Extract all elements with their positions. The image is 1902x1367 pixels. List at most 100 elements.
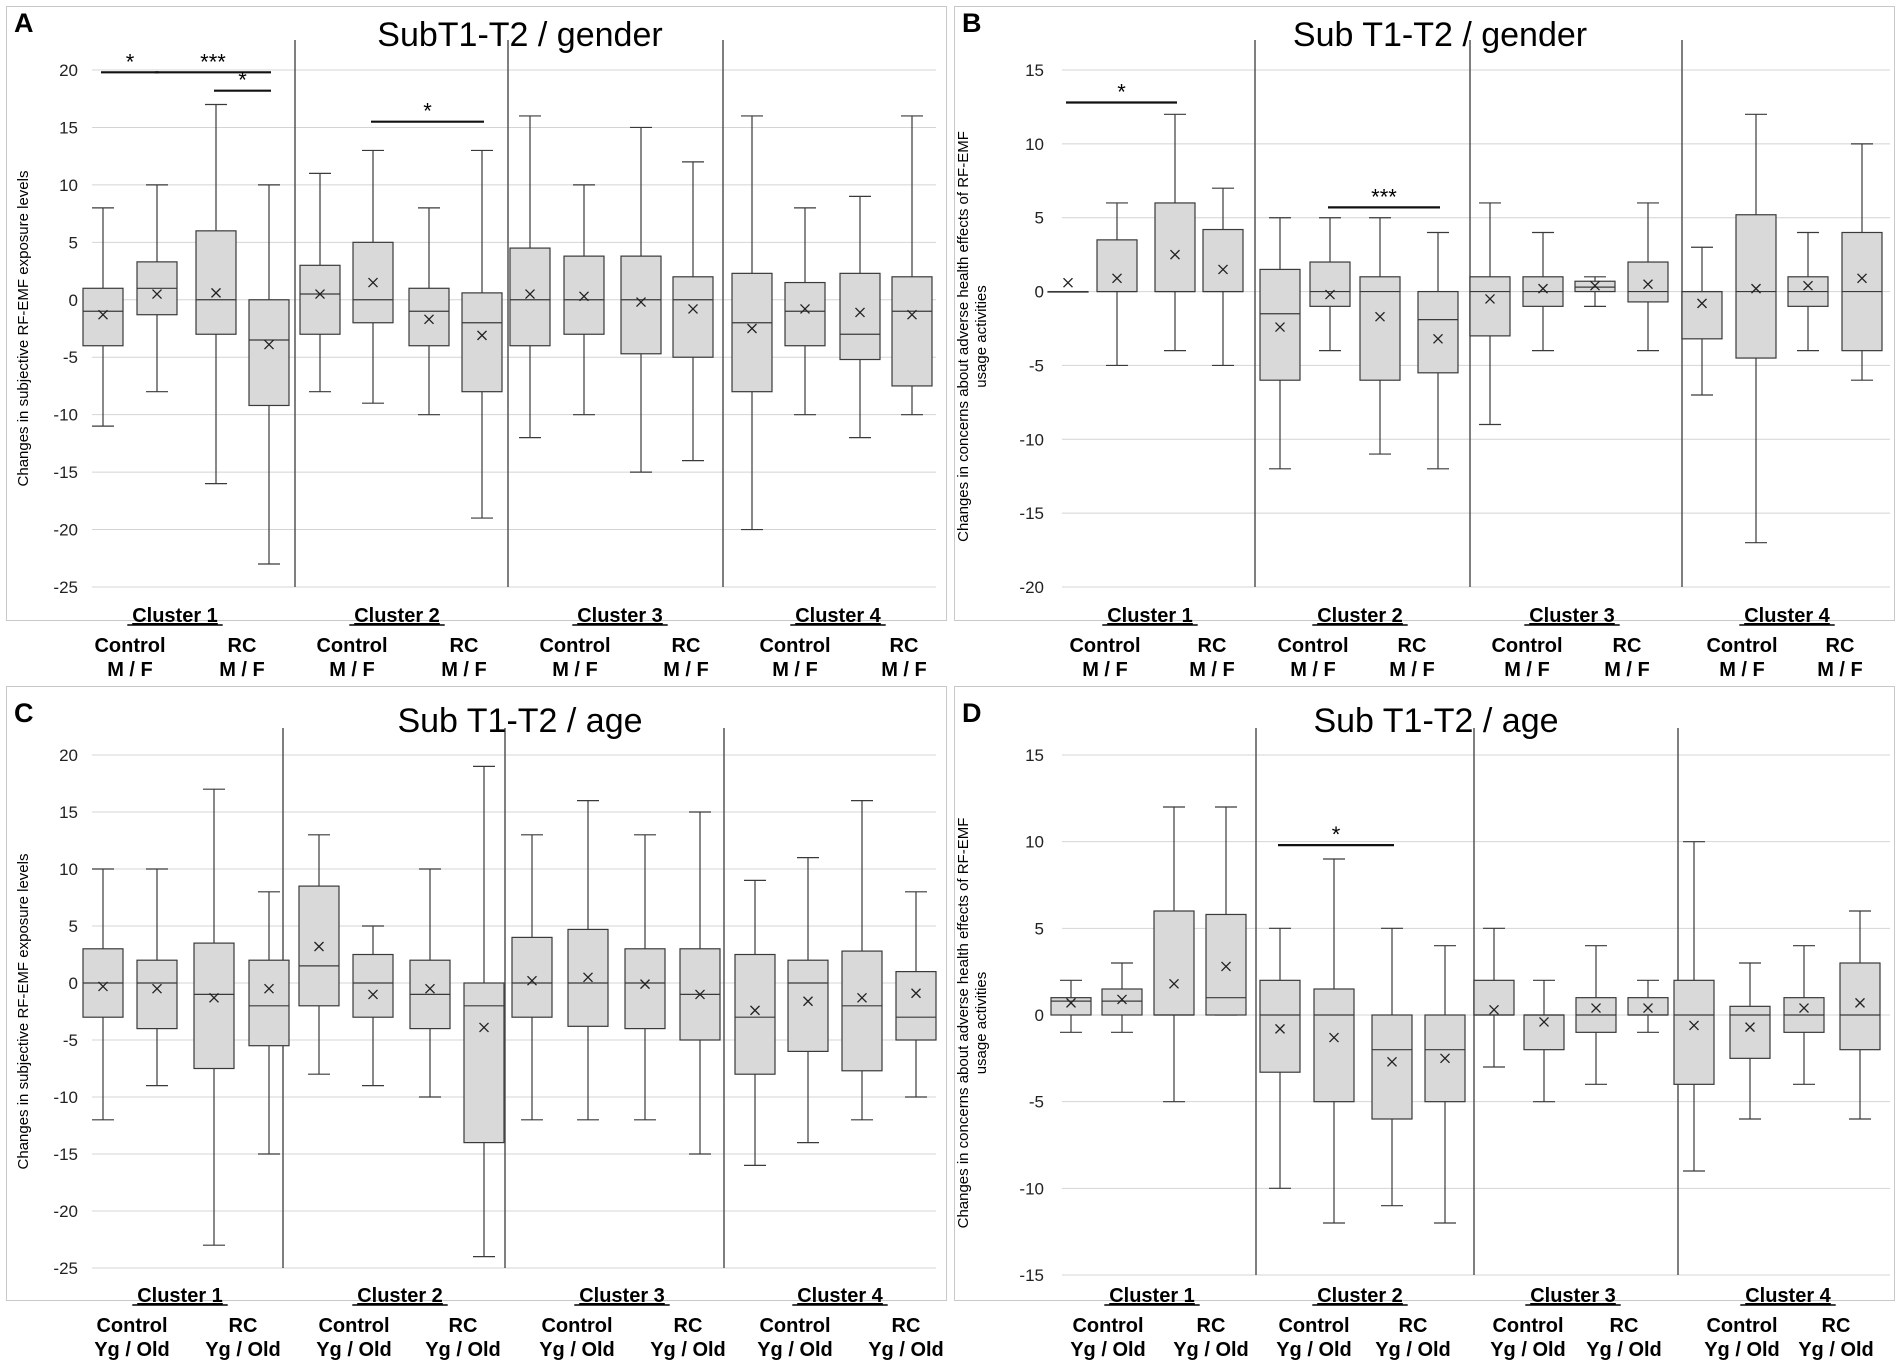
group-label-rc: RC <box>1197 1315 1226 1337</box>
group-label-rc: RC <box>1610 1315 1639 1337</box>
group-label-control: Control <box>1277 635 1348 657</box>
mean-marker <box>1433 333 1443 344</box>
y-axis-label-line-1: Changes in concerns about adverse health… <box>955 131 972 542</box>
box-iqr <box>463 982 505 1144</box>
mean-marker <box>1485 293 1495 304</box>
box-4 <box>1202 187 1244 367</box>
box-12 <box>1627 979 1669 1033</box>
mean-marker <box>1539 1016 1549 1027</box>
box-iqr <box>624 948 666 1030</box>
cluster-label: Cluster 4 <box>1745 1285 1831 1307</box>
panel-frame <box>6 686 947 1301</box>
subgroup-label-control: Yg / Old <box>316 1339 392 1361</box>
box-iqr <box>82 287 124 347</box>
box-iqr <box>1627 261 1669 303</box>
y-tick-label: 10 <box>59 860 78 879</box>
mean-marker <box>1275 322 1285 332</box>
subgroup-label-control: M / F <box>107 659 153 681</box>
mean-marker <box>1117 994 1127 1005</box>
y-tick-label: 15 <box>1025 61 1044 80</box>
box-5 <box>1259 927 1301 1189</box>
y-tick-label: 0 <box>69 291 78 310</box>
mean-marker <box>368 277 378 288</box>
y-tick-label: 0 <box>69 974 78 993</box>
significance-label: * <box>238 68 247 93</box>
group-label-rc: RC <box>1399 1315 1428 1337</box>
y-tick-label: 20 <box>59 61 78 80</box>
y-tick-label: -10 <box>53 406 78 425</box>
box-12 <box>672 161 714 462</box>
box-iqr <box>408 287 450 347</box>
group-label-control: Control <box>1492 1315 1563 1337</box>
box-3 <box>1153 806 1195 1103</box>
subgroup-label-rc: M / F <box>1189 659 1235 681</box>
mean-marker <box>857 992 867 1003</box>
box-8 <box>1417 231 1459 470</box>
box-iqr <box>734 953 776 1075</box>
box-14 <box>1735 113 1777 544</box>
y-tick-label: -15 <box>1019 504 1044 523</box>
box-iqr <box>1259 268 1301 381</box>
box-13 <box>1673 841 1715 1172</box>
box-12 <box>679 811 721 1155</box>
box-iqr <box>731 272 773 393</box>
subgroup-label-rc: Yg / Old <box>868 1339 944 1361</box>
box-1 <box>1050 979 1092 1033</box>
mean-marker <box>911 988 921 999</box>
panel-b: 15 10 5 0 -5 -10 -15 -20 B Sub T1-T2 / gender Chan… <box>954 6 1895 681</box>
subgroup-label-rc: Yg / Old <box>1798 1339 1874 1361</box>
y-axis-label: Changes in concerns about adverse health… <box>955 818 990 1229</box>
group-label-control: Control <box>759 1315 830 1337</box>
box-2 <box>1101 962 1143 1033</box>
box-2 <box>136 184 178 393</box>
box-15 <box>841 799 883 1121</box>
mean-marker <box>1112 273 1122 284</box>
group-label-rc: RC <box>892 1315 921 1337</box>
box-8 <box>463 765 505 1258</box>
box-10 <box>567 799 609 1121</box>
y-tick-label: -25 <box>53 578 78 597</box>
y-tick-label: -20 <box>53 1202 78 1221</box>
y-axis-label: Changes in subjective RF-EMF exposure le… <box>15 854 32 1170</box>
mean-marker <box>1218 264 1228 275</box>
panel-a: 20 15 10 5 0 -5 -10 -15 -20 -25 A SubT1-T2 / gender… <box>6 6 947 681</box>
box-iqr <box>461 292 503 393</box>
box-iqr <box>1153 910 1195 1016</box>
mean-marker <box>1799 1003 1809 1014</box>
mean-marker <box>1170 249 1180 260</box>
mean-marker <box>98 309 108 320</box>
box-6 <box>352 925 394 1087</box>
y-tick-label: 0 <box>1035 1006 1044 1025</box>
cluster-label: Cluster 1 <box>1107 605 1193 627</box>
box-8 <box>1424 945 1466 1224</box>
box-15 <box>1783 945 1825 1085</box>
y-tick-label: -20 <box>53 521 78 540</box>
box-11 <box>624 834 666 1121</box>
box-iqr <box>787 959 829 1053</box>
subgroup-label-rc: M / F <box>663 659 709 681</box>
mean-marker <box>152 289 162 299</box>
subgroup-label-rc: Yg / Old <box>1586 1339 1662 1361</box>
group-label-control: Control <box>94 635 165 657</box>
box-iqr <box>672 276 714 358</box>
mean-marker <box>750 1005 760 1016</box>
box-iqr <box>784 281 826 347</box>
mean-marker <box>1275 1023 1285 1034</box>
panel-frame <box>954 686 1895 1301</box>
y-tick-label: -10 <box>1019 1179 1044 1198</box>
y-axis-label: Changes in concerns about adverse health… <box>955 131 990 542</box>
mean-marker <box>1387 1056 1397 1067</box>
mean-marker <box>636 297 646 308</box>
box-9 <box>511 834 553 1121</box>
group-label-control: Control <box>1072 1315 1143 1337</box>
cluster-label: Cluster 3 <box>579 1285 665 1307</box>
subgroup-label-control: Yg / Old <box>1070 1339 1146 1361</box>
box-12 <box>1627 202 1669 352</box>
mean-marker <box>1697 298 1707 309</box>
box-6 <box>1309 217 1351 352</box>
panel-letter: D <box>962 698 982 728</box>
mean-marker <box>1221 961 1231 972</box>
mean-marker <box>1751 283 1761 294</box>
box-iqr <box>1096 239 1138 293</box>
group-label-rc: RC <box>890 635 919 657</box>
